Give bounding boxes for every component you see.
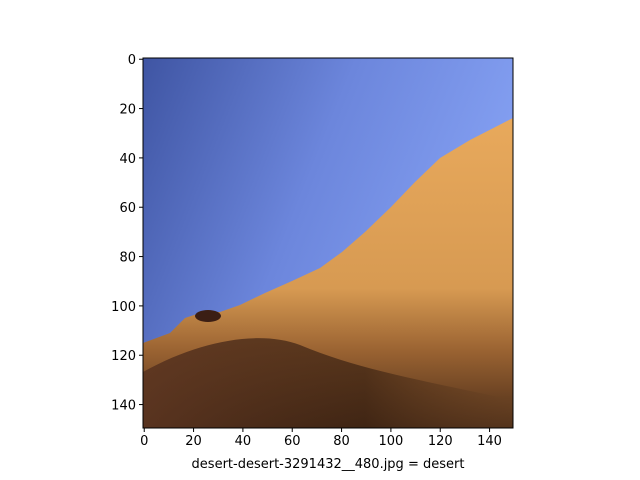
x-tick-label: 60 [284, 434, 301, 449]
y-tick-label: 20 [119, 103, 136, 118]
y-tick-label: 140 [111, 399, 136, 414]
x-tick-label: 40 [235, 434, 252, 449]
axes-frame [142, 57, 514, 429]
x-tick-label: 100 [378, 434, 403, 449]
y-tick-label: 40 [119, 152, 136, 167]
x-axis-label: desert-desert-3291432__480.jpg = desert [192, 457, 465, 472]
image [143, 58, 513, 428]
x-tick-label: 120 [428, 434, 453, 449]
y-tick-label: 60 [119, 201, 136, 216]
y-tick-label: 100 [111, 300, 136, 315]
y-tick-label: 120 [111, 349, 136, 364]
x-tick-label: 140 [477, 434, 502, 449]
x-tick-label: 0 [140, 434, 148, 449]
y-tick-label: 0 [128, 53, 136, 68]
y-tick-label: 80 [119, 251, 136, 266]
x-tick-label: 20 [185, 434, 202, 449]
x-tick-label: 80 [333, 434, 350, 449]
